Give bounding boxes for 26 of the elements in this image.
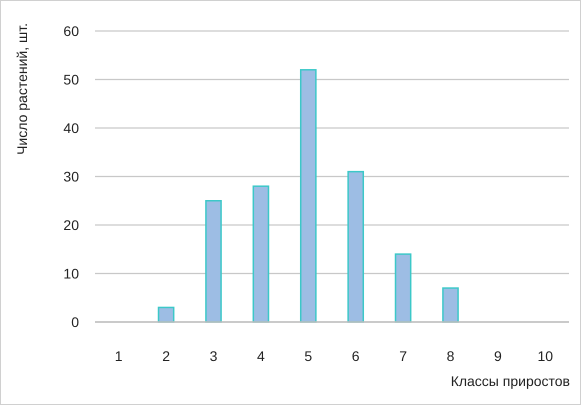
bar bbox=[158, 306, 174, 323]
x-tick-label: 9 bbox=[494, 348, 502, 364]
x-axis-title: Классы приростов bbox=[450, 372, 570, 389]
x-tick-label: 8 bbox=[446, 348, 455, 364]
bar bbox=[394, 253, 412, 323]
bar bbox=[347, 170, 364, 323]
y-tick-label: 30 bbox=[63, 168, 80, 184]
y-tick-label: 10 bbox=[63, 265, 80, 282]
y-axis-title: Число растений, шт. bbox=[14, 23, 30, 155]
bar bbox=[300, 69, 317, 323]
x-tick-label: 10 bbox=[538, 348, 554, 364]
bar bbox=[205, 200, 222, 323]
x-tick-label: 4 bbox=[257, 348, 265, 364]
y-tick-label: 0 bbox=[71, 314, 80, 330]
bar bbox=[442, 287, 459, 323]
y-tick-label: 50 bbox=[63, 71, 80, 88]
y-tick-label: 40 bbox=[63, 120, 80, 136]
x-tick-label: 6 bbox=[352, 348, 360, 364]
x-tick-label: 1 bbox=[114, 348, 123, 364]
x-tick-label: 7 bbox=[399, 348, 408, 364]
x-tick-label: 2 bbox=[162, 348, 170, 364]
x-tick-label: 3 bbox=[210, 348, 218, 364]
y-tick-label: 20 bbox=[63, 216, 80, 233]
x-tick-label: 5 bbox=[304, 348, 312, 364]
y-tick-label: 60 bbox=[63, 22, 80, 39]
bar bbox=[252, 185, 270, 323]
